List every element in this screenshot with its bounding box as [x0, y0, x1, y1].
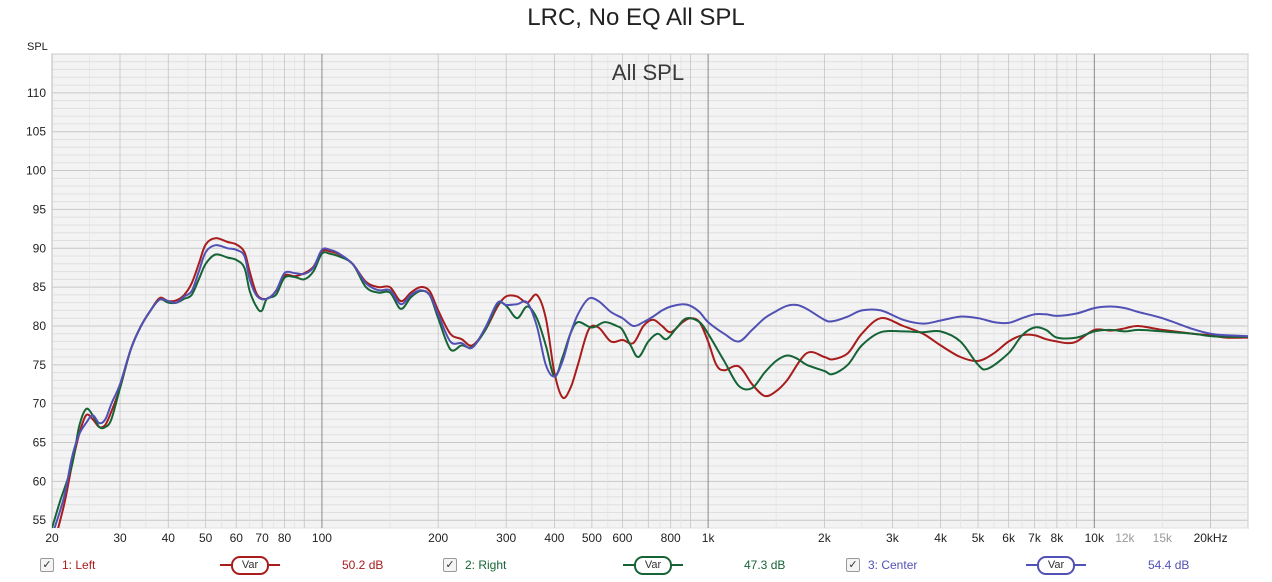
legend-label-left: 1: Left — [62, 558, 96, 572]
x-tick-label: 80 — [278, 531, 292, 545]
chart-subtitle: All SPL — [612, 60, 684, 85]
legend-left: ✓ 1: Left Var 50.2 dB — [40, 556, 420, 576]
right-visibility-checkbox[interactable]: ✓ — [443, 558, 457, 572]
center-visibility-checkbox[interactable]: ✓ — [846, 558, 860, 572]
x-tick-label: 6k — [1002, 531, 1016, 545]
y-tick-label: 80 — [33, 319, 47, 333]
left-level: 50.2 dB — [342, 558, 384, 572]
x-tick-label: 20 — [45, 531, 59, 545]
left-smoothing-button[interactable]: Var — [220, 556, 280, 575]
legend-center: ✓ 3: Center Var 54.4 dB — [846, 556, 1226, 576]
x-tick-label: 4k — [934, 531, 948, 545]
left-visibility-checkbox[interactable]: ✓ — [40, 558, 54, 572]
x-tick-label: 3k — [886, 531, 900, 545]
y-tick-label: 85 — [33, 280, 47, 294]
series-lines — [52, 237, 1248, 528]
y-axis-label: SPL — [27, 41, 48, 53]
center-smoothing-button[interactable]: Var — [1026, 556, 1086, 575]
y-tick-label: 100 — [26, 164, 46, 178]
y-tick-label: 75 — [33, 358, 47, 372]
center-level: 54.4 dB — [1148, 558, 1190, 572]
y-tick-label: 65 — [33, 436, 47, 450]
y-tick-label: 110 — [27, 86, 46, 100]
right-level: 47.3 dB — [744, 558, 786, 572]
x-tick-label: 30 — [113, 531, 127, 545]
legend-label-right: 2: Right — [465, 558, 507, 572]
x-tick-label: 12k — [1115, 531, 1135, 545]
y-tick-label: 105 — [26, 125, 46, 139]
right-smoothing-button[interactable]: Var — [623, 556, 683, 575]
x-tick-label: 40 — [162, 531, 176, 545]
x-tick-label: 10k — [1085, 531, 1105, 545]
y-tick-label: 55 — [33, 513, 47, 527]
x-tick-label: 8k — [1051, 531, 1065, 545]
x-tick-label: 600 — [612, 531, 632, 545]
y-tick-label: 90 — [33, 241, 47, 255]
x-tick-label: 800 — [661, 531, 681, 545]
x-tick-label: 50 — [199, 531, 213, 545]
y-tick-label: 60 — [33, 474, 47, 488]
x-tick-label: 60 — [230, 531, 244, 545]
x-tick-label: 2k — [818, 531, 832, 545]
x-tick-label: 100 — [312, 531, 332, 545]
left-var-pill: Var — [231, 556, 269, 575]
y-tick-label: 95 — [33, 202, 47, 216]
series-line-left — [57, 237, 1248, 528]
right-var-pill: Var — [634, 556, 672, 575]
series-line-center — [53, 244, 1248, 528]
plot-background — [51, 53, 1249, 529]
y-tick-label: 70 — [33, 397, 47, 411]
x-tick-label: 200 — [428, 531, 448, 545]
x-tick-label: 15k — [1153, 531, 1173, 545]
center-var-pill: Var — [1037, 556, 1075, 575]
x-tick-label: 400 — [544, 531, 564, 545]
x-tick-label: 500 — [582, 531, 602, 545]
legend-label-center: 3: Center — [868, 558, 918, 572]
x-tick-label: 7k — [1028, 531, 1042, 545]
x-tick-label: 20kHz — [1194, 531, 1228, 545]
x-tick-labels: 20 30 40 50 60 70 80 100 200 300 400 500 600 800 1k 2k 3… — [45, 531, 1227, 545]
y-tick-labels: 55 60 65 70 75 80 85 90 95 100 105 110 — [26, 86, 46, 527]
legend-right: ✓ 2: Right Var 47.3 dB — [443, 556, 823, 576]
x-tick-label: 1k — [702, 531, 716, 545]
x-tick-label: 300 — [496, 531, 516, 545]
chart-title: LRC, No EQ All SPL — [527, 4, 745, 31]
x-tick-label: 70 — [255, 531, 269, 545]
x-tick-label: 5k — [972, 531, 986, 545]
